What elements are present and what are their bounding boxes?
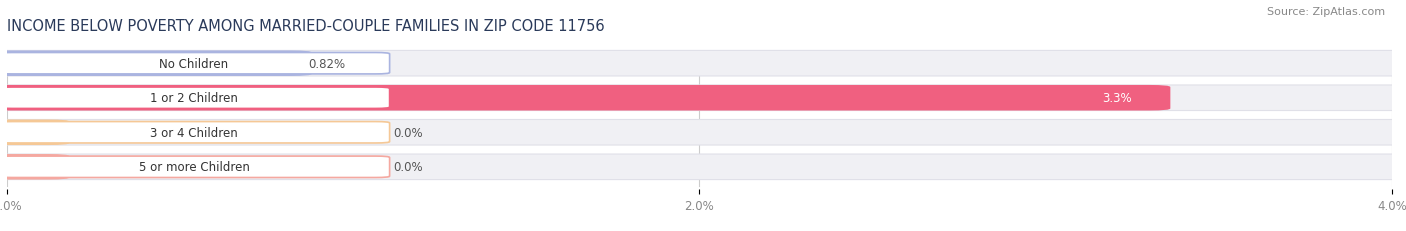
FancyBboxPatch shape [0, 53, 389, 75]
FancyBboxPatch shape [0, 154, 1406, 180]
Text: 0.82%: 0.82% [308, 58, 346, 70]
FancyBboxPatch shape [0, 120, 69, 145]
FancyBboxPatch shape [0, 122, 389, 143]
Text: 1 or 2 Children: 1 or 2 Children [150, 92, 238, 105]
Text: No Children: No Children [159, 58, 229, 70]
FancyBboxPatch shape [0, 88, 389, 109]
FancyBboxPatch shape [0, 154, 69, 180]
FancyBboxPatch shape [0, 86, 1170, 111]
Text: 5 or more Children: 5 or more Children [139, 161, 249, 173]
Text: 3 or 4 Children: 3 or 4 Children [150, 126, 238, 139]
Text: 0.0%: 0.0% [394, 126, 423, 139]
FancyBboxPatch shape [0, 120, 1406, 145]
FancyBboxPatch shape [0, 51, 1406, 77]
Text: 0.0%: 0.0% [394, 161, 423, 173]
Text: Source: ZipAtlas.com: Source: ZipAtlas.com [1267, 7, 1385, 17]
FancyBboxPatch shape [0, 86, 1406, 111]
FancyBboxPatch shape [0, 51, 312, 77]
FancyBboxPatch shape [0, 156, 389, 178]
Text: INCOME BELOW POVERTY AMONG MARRIED-COUPLE FAMILIES IN ZIP CODE 11756: INCOME BELOW POVERTY AMONG MARRIED-COUPL… [7, 18, 605, 33]
Text: 3.3%: 3.3% [1102, 92, 1132, 105]
